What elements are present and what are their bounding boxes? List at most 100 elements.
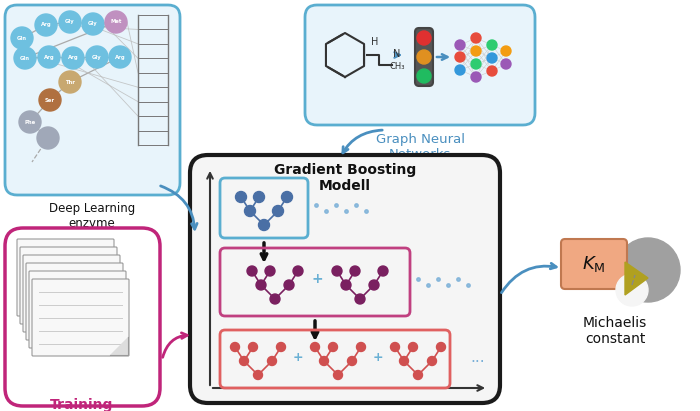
Circle shape	[82, 13, 104, 35]
Circle shape	[235, 192, 246, 203]
FancyBboxPatch shape	[190, 155, 500, 403]
Circle shape	[244, 206, 256, 217]
Circle shape	[437, 342, 445, 351]
Text: +: +	[293, 351, 303, 363]
Circle shape	[355, 294, 365, 304]
Text: Arg: Arg	[43, 55, 55, 60]
Text: Arg: Arg	[68, 55, 78, 60]
Circle shape	[319, 356, 328, 365]
Text: $K_\mathrm{M}$: $K_\mathrm{M}$	[582, 254, 606, 274]
Circle shape	[59, 71, 81, 93]
Text: +: +	[312, 272, 323, 286]
Circle shape	[378, 266, 388, 276]
Text: Gly: Gly	[88, 21, 98, 26]
Circle shape	[455, 65, 465, 75]
FancyBboxPatch shape	[561, 239, 627, 289]
Circle shape	[38, 46, 60, 68]
Text: Gln: Gln	[20, 55, 30, 60]
Text: Phe: Phe	[25, 120, 36, 125]
Text: Met: Met	[111, 19, 122, 25]
Circle shape	[616, 238, 680, 302]
Circle shape	[332, 266, 342, 276]
Text: Training
data: Training data	[50, 398, 113, 411]
Circle shape	[409, 342, 417, 351]
Circle shape	[369, 280, 379, 290]
Circle shape	[109, 46, 131, 68]
Circle shape	[86, 46, 108, 68]
Circle shape	[350, 266, 360, 276]
Circle shape	[105, 11, 127, 33]
Circle shape	[256, 280, 266, 290]
Polygon shape	[625, 262, 648, 295]
Circle shape	[39, 89, 61, 111]
Circle shape	[501, 46, 511, 56]
Circle shape	[293, 266, 303, 276]
Text: Gradient Boosting
Modell: Gradient Boosting Modell	[274, 163, 416, 193]
Circle shape	[265, 266, 275, 276]
Circle shape	[391, 342, 400, 351]
Circle shape	[14, 47, 36, 69]
Circle shape	[616, 274, 648, 306]
Text: Gly: Gly	[92, 55, 102, 60]
Circle shape	[11, 27, 33, 49]
Text: Arg: Arg	[41, 23, 51, 28]
Circle shape	[270, 294, 280, 304]
Text: N: N	[393, 49, 400, 59]
Circle shape	[347, 356, 356, 365]
Circle shape	[455, 40, 465, 50]
Circle shape	[35, 14, 57, 36]
FancyBboxPatch shape	[32, 279, 129, 356]
Circle shape	[276, 342, 286, 351]
Circle shape	[417, 69, 431, 83]
Text: +: +	[372, 351, 384, 363]
FancyBboxPatch shape	[20, 247, 117, 324]
FancyBboxPatch shape	[5, 228, 160, 406]
FancyBboxPatch shape	[17, 239, 114, 316]
Text: Michaelis
constant: Michaelis constant	[583, 316, 647, 346]
Text: CH₃: CH₃	[389, 62, 405, 71]
Circle shape	[455, 52, 465, 62]
Circle shape	[400, 356, 409, 365]
FancyBboxPatch shape	[26, 263, 123, 340]
Circle shape	[471, 72, 481, 82]
Polygon shape	[110, 337, 128, 355]
Circle shape	[501, 59, 511, 69]
Circle shape	[341, 280, 351, 290]
Text: H: H	[371, 37, 379, 47]
Text: Ser: Ser	[45, 97, 55, 102]
FancyBboxPatch shape	[305, 5, 535, 125]
FancyBboxPatch shape	[29, 271, 126, 348]
Circle shape	[19, 111, 41, 133]
Circle shape	[356, 342, 365, 351]
Text: ...: ...	[470, 349, 485, 365]
Text: Deep Learning
enzyme
representation: Deep Learning enzyme representation	[48, 202, 136, 245]
Circle shape	[284, 280, 294, 290]
Circle shape	[62, 47, 84, 69]
Circle shape	[417, 50, 431, 64]
Circle shape	[471, 59, 481, 69]
Circle shape	[414, 370, 423, 379]
Text: Gly: Gly	[65, 19, 75, 25]
Circle shape	[59, 11, 81, 33]
Text: Thr: Thr	[65, 79, 75, 85]
Circle shape	[428, 356, 437, 365]
Circle shape	[230, 342, 239, 351]
Circle shape	[487, 53, 497, 63]
Circle shape	[248, 342, 258, 351]
Circle shape	[37, 127, 59, 149]
Circle shape	[267, 356, 276, 365]
FancyBboxPatch shape	[5, 5, 180, 195]
Text: Arg: Arg	[115, 55, 125, 60]
Circle shape	[328, 342, 337, 351]
Circle shape	[281, 192, 293, 203]
Circle shape	[258, 219, 270, 231]
Circle shape	[471, 33, 481, 43]
FancyBboxPatch shape	[23, 255, 120, 332]
Circle shape	[253, 370, 262, 379]
Circle shape	[417, 31, 431, 45]
Circle shape	[247, 266, 257, 276]
Circle shape	[311, 342, 319, 351]
Circle shape	[487, 40, 497, 50]
Circle shape	[333, 370, 342, 379]
Circle shape	[253, 192, 265, 203]
